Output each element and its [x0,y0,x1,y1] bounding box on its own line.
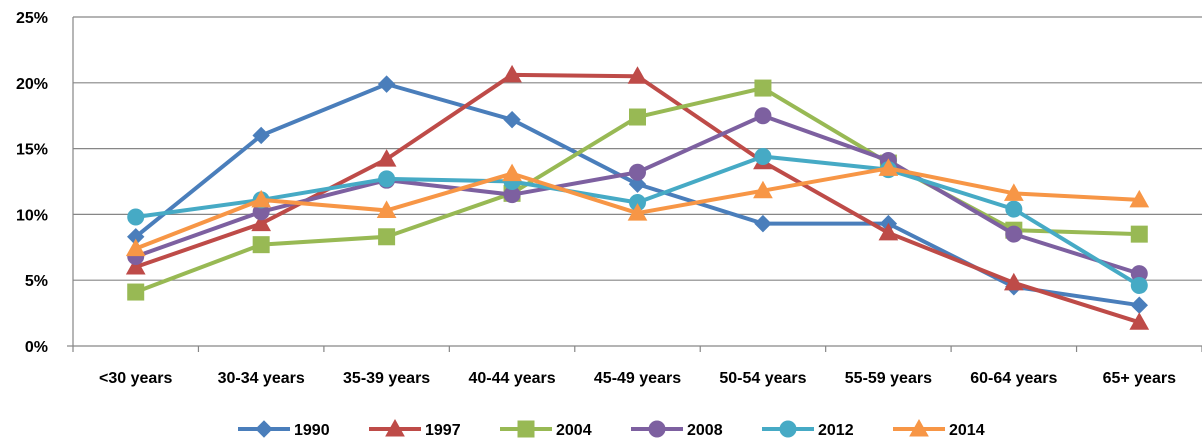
x-tick-label: 60-64 years [970,370,1057,387]
x-tick-label: 55-59 years [845,370,932,387]
data-point-2012 [1130,276,1148,294]
legend-label: 2004 [556,422,592,439]
data-point-1997 [502,64,522,83]
legend-label: 1990 [294,422,330,439]
legend-item-1997: 1997 [369,418,461,439]
x-tick-label: 45-49 years [594,370,681,387]
legend-item-2004: 2004 [500,420,592,439]
data-point-2012 [127,208,145,226]
data-point-2004 [1130,225,1148,243]
legend-label: 2014 [949,422,985,439]
data-point-1997 [251,213,272,232]
data-point-2014 [125,238,146,257]
legend-marker [648,420,666,438]
data-point-2012 [1005,200,1023,218]
data-point-2004 [252,236,270,254]
legend-item-1990: 1990 [238,420,330,439]
data-point-1990 [1130,296,1148,314]
series-2014 [125,158,1150,257]
y-axis-tick-labels: 0% 5% 10% 15% 20% 25% [16,10,48,356]
legend-marker [255,420,273,438]
data-point-1997 [878,222,899,241]
data-point-1997 [1003,272,1024,291]
data-point-2014 [376,200,397,218]
legend-label: 2012 [818,422,854,439]
data-point-1997 [627,66,648,84]
data-point-2008 [629,163,646,181]
data-point-2014 [1129,189,1150,208]
data-point-2004 [754,79,772,97]
data-point-2014 [753,180,773,199]
legend-marker [779,420,797,438]
y-tick-label: 5% [25,273,48,290]
data-point-2008 [1005,225,1023,243]
y-tick-label: 0% [25,339,48,356]
legend-label: 1997 [425,422,461,439]
data-point-2014 [878,158,899,176]
data-point-2008 [754,107,772,125]
data-point-2004 [378,228,396,246]
x-axis-tick-labels: <30 years 30-34 years 35-39 years 40-44 yea… [99,370,1176,387]
data-point-1990 [754,214,772,233]
data-point-2004 [127,283,145,301]
data-point-1990 [503,110,521,129]
data-point-2014 [1003,183,1024,201]
data-point-1990 [252,126,270,145]
x-tick-label: <30 years [99,370,173,387]
data-point-2014 [502,163,522,182]
data-point-1990 [377,75,396,93]
data-point-2004 [629,108,646,126]
data-series [125,64,1150,330]
x-tick-label: 40-44 years [468,370,555,387]
data-point-1997 [376,149,397,167]
legend-marker [385,418,405,437]
legend-marker [517,420,535,438]
y-tick-label: 25% [16,10,48,27]
x-tick-label: 35-39 years [343,370,430,387]
y-tick-label: 10% [16,207,48,224]
x-tick-label: 65+ years [1103,370,1177,387]
legend: 1990 1997 2004 2008 2012 2014 [238,418,985,439]
data-point-2014 [251,189,272,208]
data-point-2012 [378,170,396,188]
legend-item-2008: 2008 [631,420,723,439]
data-point-1997 [1129,312,1150,330]
legend-marker [909,418,929,437]
legend-item-2012: 2012 [762,420,854,439]
y-tick-label: 15% [16,142,48,159]
legend-label: 2008 [687,422,723,439]
x-tick-label: 50-54 years [719,370,806,387]
data-point-2014 [627,203,648,221]
x-tick-label: 30-34 years [218,370,305,387]
data-point-2012 [754,147,772,165]
axes [67,17,1202,352]
data-point-1997 [125,257,146,275]
y-tick-label: 20% [16,76,48,93]
legend-item-2014: 2014 [893,418,985,439]
data-point-1990 [628,175,647,193]
